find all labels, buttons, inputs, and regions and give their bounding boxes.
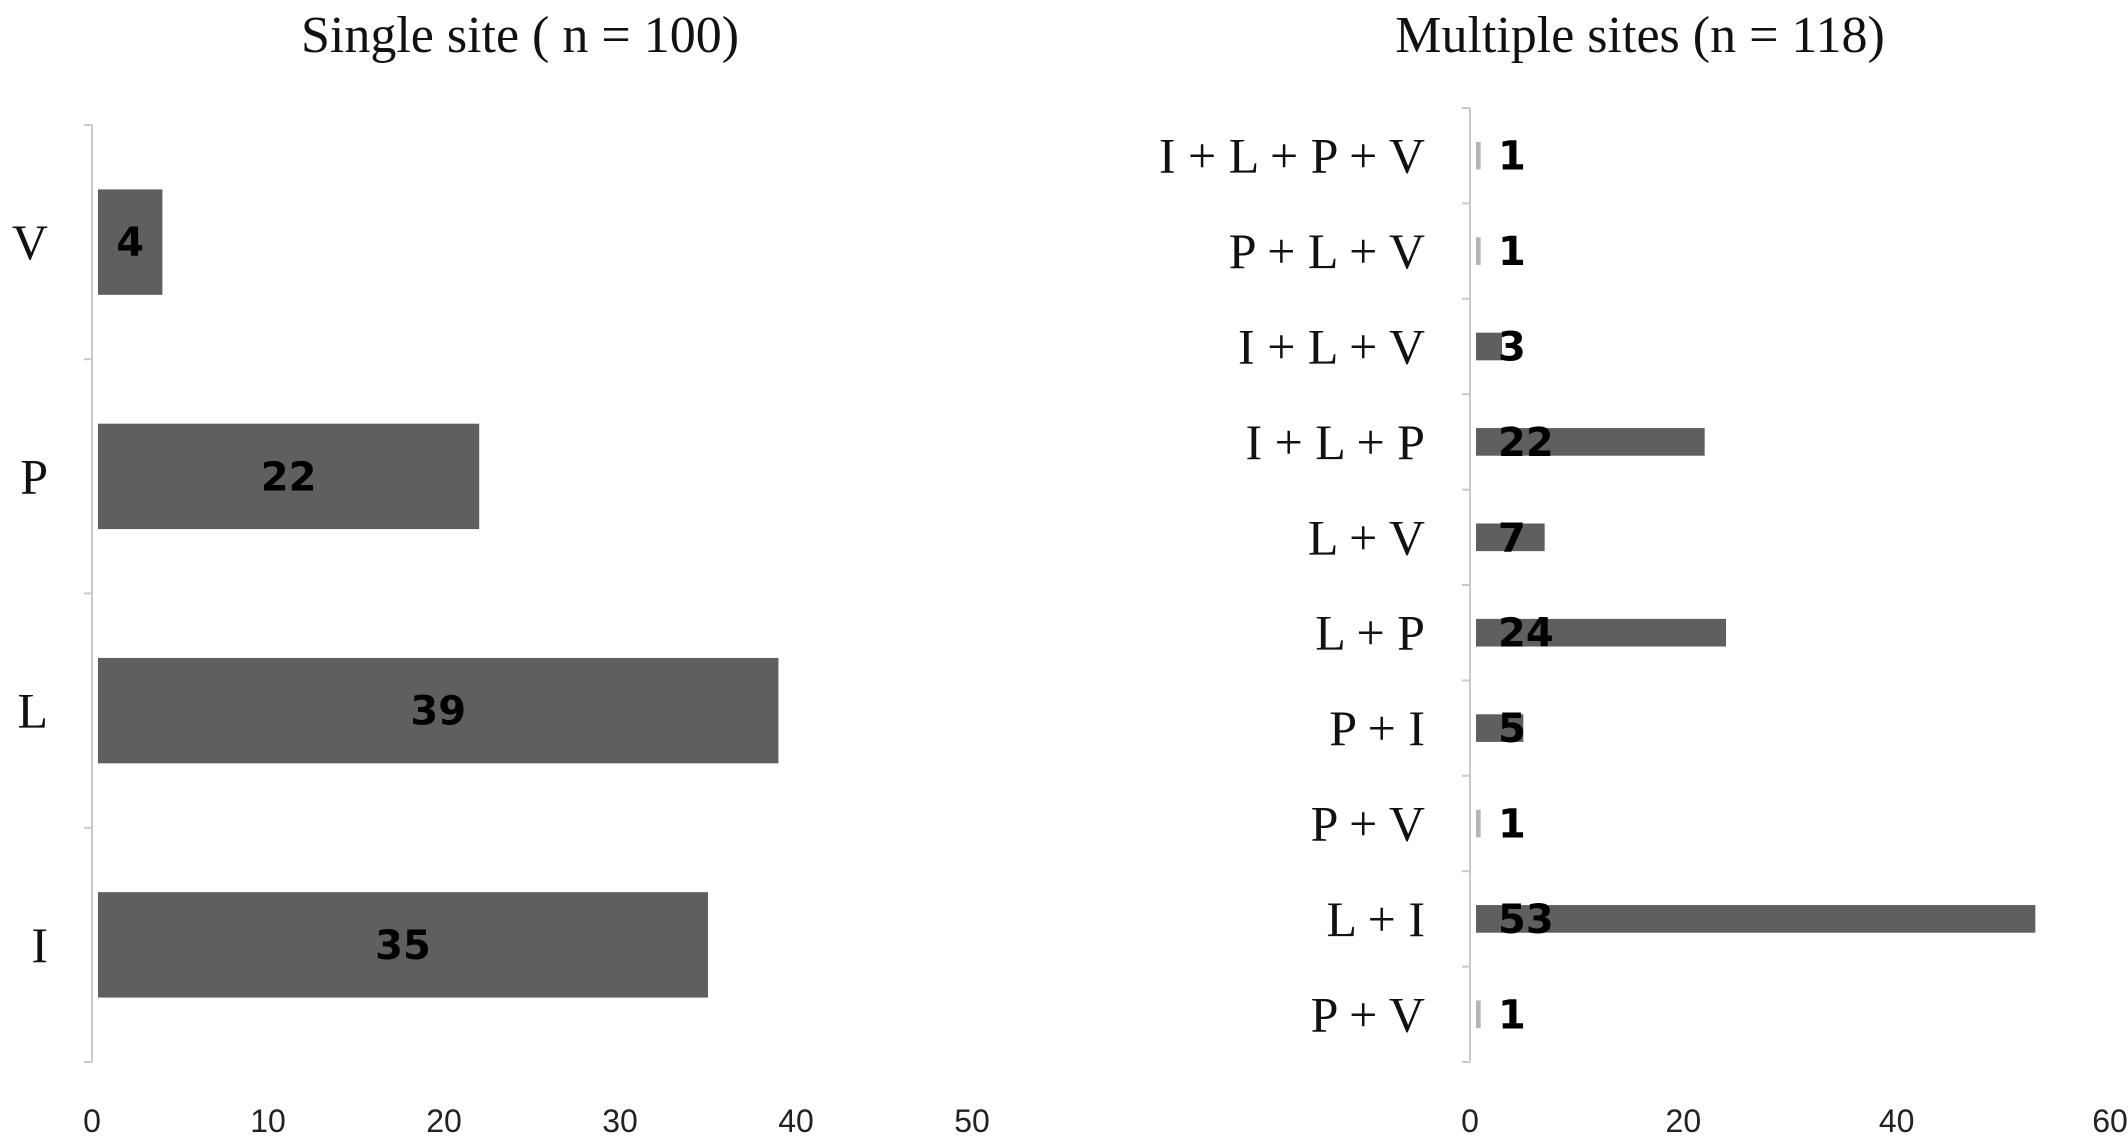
data-label: 5 bbox=[1498, 706, 1526, 752]
x-tick-label: 10 bbox=[250, 1103, 286, 1138]
bar bbox=[98, 189, 163, 295]
category-label: L bbox=[17, 683, 48, 739]
data-label: 22 bbox=[1498, 420, 1554, 466]
category-label: V bbox=[12, 214, 48, 270]
x-tick-label: 30 bbox=[602, 1103, 638, 1138]
data-label: 1 bbox=[1498, 802, 1526, 848]
single-site-chart: Single site ( n = 100) V 4 P 22 L 39 I 35 0 10 20 3… bbox=[12, 7, 990, 1138]
data-label: 4 bbox=[116, 220, 144, 266]
bar bbox=[1476, 428, 1705, 456]
category-label: I + L + P bbox=[1245, 414, 1425, 470]
data-label: 53 bbox=[1498, 897, 1554, 943]
category-label: P + V bbox=[1311, 986, 1425, 1042]
data-label: 22 bbox=[261, 454, 317, 500]
chart-title: Multiple sites (n = 118) bbox=[1395, 7, 1885, 64]
data-label: 35 bbox=[375, 923, 431, 969]
bar bbox=[1476, 1000, 1481, 1029]
category-label: L + I bbox=[1326, 891, 1425, 947]
category-label: I + L + P + V bbox=[1159, 128, 1425, 184]
chart-title: Single site ( n = 100) bbox=[301, 7, 739, 64]
bar bbox=[1476, 523, 1545, 552]
category-label: I + L + V bbox=[1238, 319, 1425, 375]
bar bbox=[98, 657, 779, 764]
x-tick-label: 60 bbox=[2092, 1103, 2128, 1138]
category-label: I bbox=[31, 917, 48, 973]
x-tick-label: 40 bbox=[1879, 1103, 1915, 1138]
bar bbox=[1476, 618, 1726, 647]
data-label: 3 bbox=[1498, 325, 1526, 371]
category-label: P bbox=[20, 448, 48, 504]
bar bbox=[1476, 905, 2036, 933]
x-tick-label: 0 bbox=[1461, 1103, 1479, 1138]
bar bbox=[98, 423, 480, 530]
bar bbox=[1476, 809, 1481, 838]
data-label: 1 bbox=[1498, 992, 1526, 1038]
multiple-sites-chart: Multiple sites (n = 118) I + L + P + V 1 P… bbox=[1159, 7, 2128, 1138]
bar bbox=[98, 892, 708, 998]
bar bbox=[1476, 714, 1524, 742]
x-tick-label: 40 bbox=[778, 1103, 814, 1138]
category-label: L + V bbox=[1308, 509, 1425, 565]
bar bbox=[1476, 237, 1481, 265]
data-label: 1 bbox=[1498, 134, 1526, 180]
x-tick-label: 50 bbox=[954, 1103, 990, 1138]
data-label: 1 bbox=[1498, 229, 1526, 275]
x-tick-label: 20 bbox=[1666, 1103, 1702, 1138]
x-tick-label: 20 bbox=[426, 1103, 462, 1138]
category-label: P + V bbox=[1311, 796, 1425, 852]
bar bbox=[1476, 141, 1481, 170]
data-label: 39 bbox=[410, 689, 466, 735]
category-label: L + P bbox=[1315, 605, 1425, 661]
bar bbox=[1476, 332, 1502, 361]
data-label: 7 bbox=[1498, 515, 1526, 561]
data-label: 24 bbox=[1498, 611, 1554, 657]
category-label: P + I bbox=[1329, 700, 1425, 756]
x-tick-label: 0 bbox=[83, 1103, 101, 1138]
category-label: P + L + V bbox=[1229, 223, 1425, 279]
